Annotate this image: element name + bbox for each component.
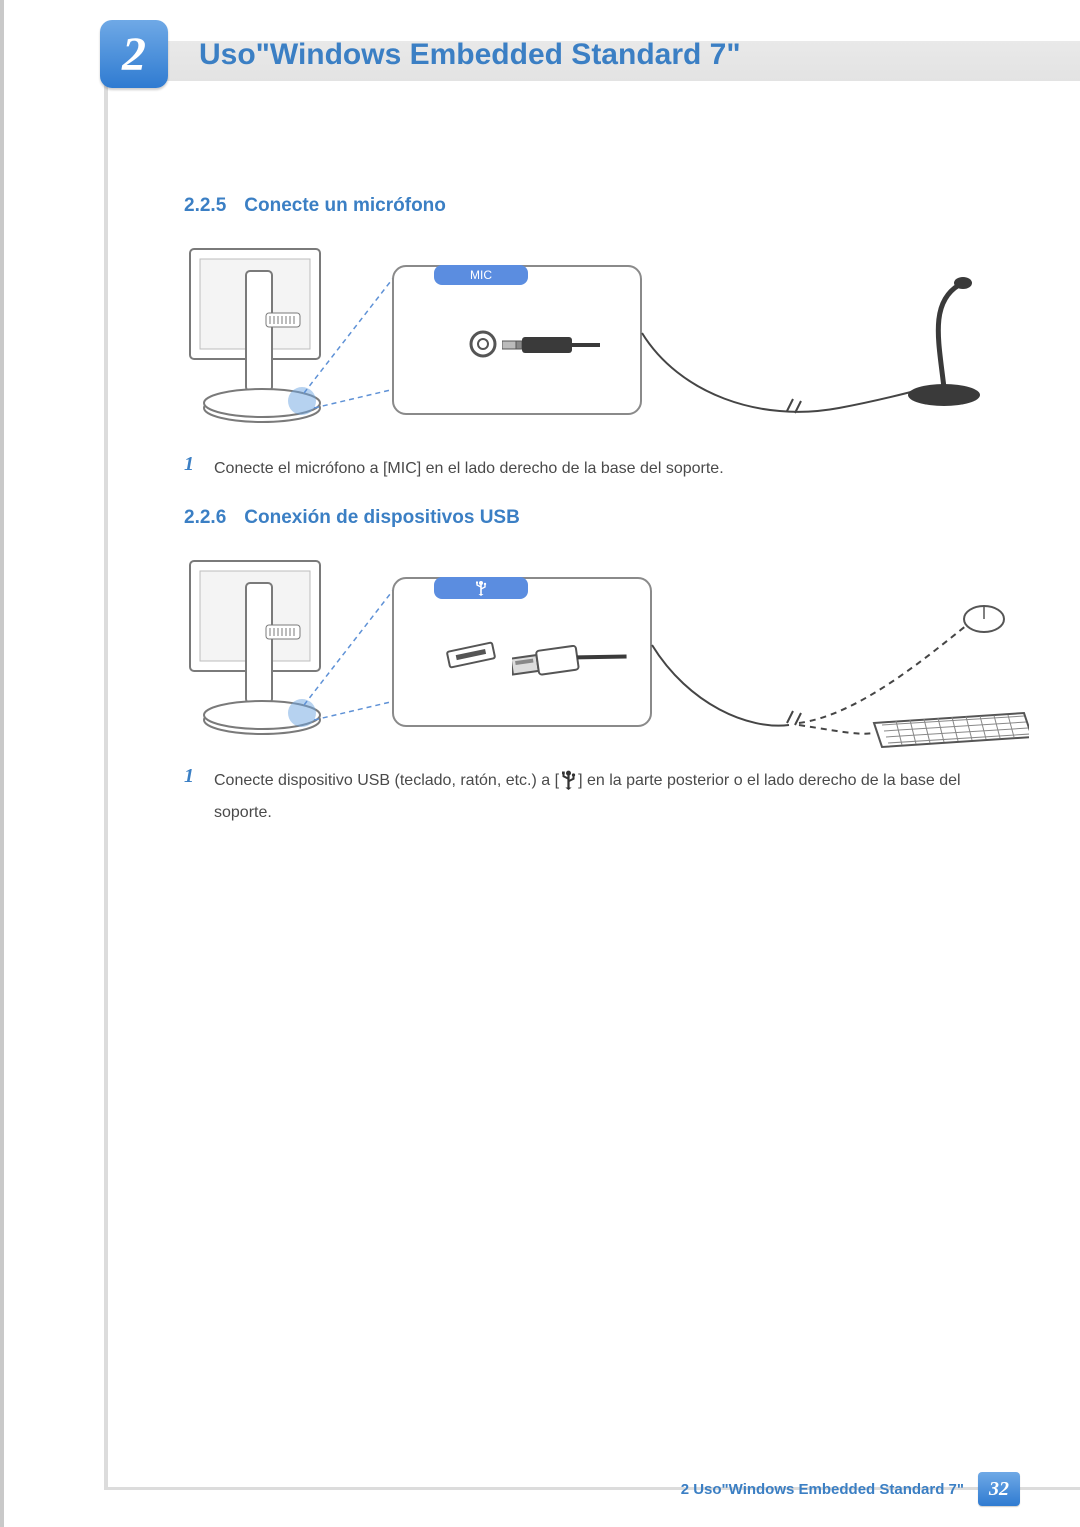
mic-cable-illustration [639,273,1009,433]
step-text-before: Conecte dispositivo USB (teclado, ratón,… [214,772,559,789]
footer: 2 Uso"Windows Embedded Standard 7" 32 [681,1472,1020,1506]
section-heading-mic: 2.2.5 Conecte un micrófono [184,195,1020,217]
page-number: 32 [989,1478,1009,1501]
page-number-badge: 32 [978,1472,1020,1506]
left-rule [104,41,108,1490]
step-mic: 1 Conecte el micrófono a [MIC] en el lad… [184,455,1020,482]
port-label-mic: MIC [434,265,528,285]
section-title: Conecte un micrófono [244,195,446,216]
usb-icon [561,770,576,799]
step-text: Conecte dispositivo USB (teclado, ratón,… [214,772,961,821]
usb-icon [475,580,487,596]
audio-plug-icon [502,335,602,359]
port-label-usb [434,577,528,599]
zoom-panel-usb [392,577,652,727]
step-text: Conecte el micrófono a [MIC] en el lado … [214,460,724,477]
chapter-number-badge: 2 [100,20,168,88]
usb-devices-illustration [649,575,1029,750]
step-number: 1 [184,765,194,788]
chapter-title: Uso"Windows Embedded Standard 7" [199,38,741,72]
page: 2 Uso"Windows Embedded Standard 7" 2.2.5… [0,0,1080,1527]
zoom-panel-mic: MIC [392,265,642,415]
figure-usb [184,555,1020,745]
section-mic: 2.2.5 Conecte un micrófono [184,195,1020,482]
step-usb: 1 Conecte dispositivo USB (teclado, rató… [184,767,1020,826]
step-number: 1 [184,453,194,476]
usb-plug-icon [512,645,632,685]
section-title: Conexión de dispositivos USB [244,507,520,528]
section-usb: 2.2.6 Conexión de dispositivos USB [184,507,1020,826]
section-heading-usb: 2.2.6 Conexión de dispositivos USB [184,507,1020,529]
mouse-icon [964,606,1004,632]
usb-port-icon [446,641,506,671]
chapter-number: 2 [122,27,146,82]
keyboard-icon [874,713,1029,747]
mic-jack-icon [468,329,498,359]
footer-title: 2 Uso"Windows Embedded Standard 7" [681,1481,964,1498]
section-number: 2.2.5 [184,195,226,216]
section-number: 2.2.6 [184,507,226,528]
figure-mic: MIC [184,243,1020,433]
